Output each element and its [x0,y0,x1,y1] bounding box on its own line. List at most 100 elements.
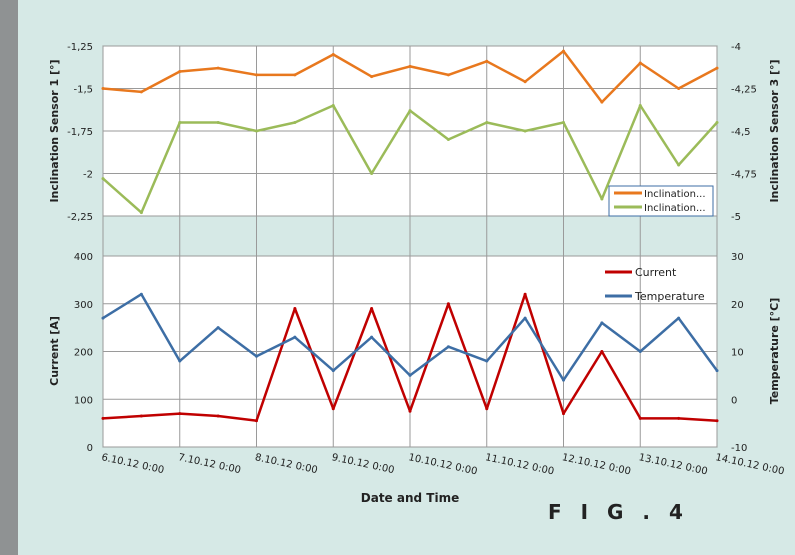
y-tick-label-right: -4,25 [731,85,757,96]
data-point [677,87,681,90]
bottom-right-axis-title: Temperature [°C] [768,298,781,405]
y-tick-label-right: -5 [731,212,741,223]
y-tick-label-right: 0 [731,395,737,406]
y-tick-label-left: 400 [74,252,93,263]
legend-label-current: Current [635,266,677,279]
x-axis-title: Date and Time [361,491,459,505]
page-edge-bar [0,0,18,555]
y-tick-label-left: 100 [74,395,93,406]
data-point [562,49,565,53]
data-point [370,172,374,175]
data-point [139,292,143,296]
y-tick-label-right: 10 [731,348,744,359]
top-legend: Inclination... Inclination... [608,185,714,217]
data-point [600,197,604,201]
data-point [101,177,105,181]
x-tick-label: 8.10.12 0:00 [254,452,319,476]
data-point [485,121,489,124]
data-point [638,61,642,65]
data-point [216,121,220,124]
data-point [408,109,412,113]
data-point [562,121,565,124]
data-point [370,307,374,311]
data-point [600,321,604,325]
data-point [446,302,450,306]
data-point [600,350,604,353]
data-point [370,335,374,339]
data-point [408,64,412,68]
data-point [600,100,604,104]
y-tick-label-left: 200 [74,348,93,359]
x-tick-label: 12.10.12 0:00 [561,452,632,477]
data-point [216,326,220,330]
data-point [523,292,527,296]
data-point [216,66,220,70]
data-point [255,73,258,77]
y-tick-label-right: -4,75 [731,170,757,181]
y-tick-label-left: -2 [83,170,93,181]
top-left-axis-title: Inclination Sensor 1 [°] [48,59,61,202]
data-point [139,90,143,94]
data-point [638,416,642,420]
y-tick-label-left: 300 [74,300,93,311]
x-tick-label: 11.10.12 0:00 [484,452,555,477]
data-point [293,335,297,339]
data-point [562,412,565,416]
y-tick-label-left: -1,25 [67,42,93,53]
data-point [446,345,450,349]
y-tick-label-right: -10 [731,443,747,454]
y-tick-label-left: -2,25 [67,212,93,223]
y-tick-label-right: 30 [731,252,744,263]
bottom-legend: Current Temperature [605,266,705,303]
data-point [255,419,258,423]
data-point [562,378,565,382]
data-point [523,80,527,84]
legend-label-inclination-3: Inclination... [644,203,706,214]
data-point [370,75,374,79]
data-point [178,359,182,363]
y-tick-label-right: -4 [731,42,741,53]
data-point [715,121,719,124]
data-point [446,138,450,141]
data-point [408,373,412,377]
data-point [139,211,143,215]
data-point [677,416,681,420]
data-point [485,407,489,411]
x-tick-label: 9.10.12 0:00 [331,452,396,476]
data-point [523,316,527,320]
data-point [677,163,681,167]
data-point [408,409,412,413]
data-point [523,129,527,133]
y-tick-label-left: -1,75 [67,127,93,138]
data-point [216,414,220,418]
y-tick-label-left: 0 [87,443,93,454]
bottom-left-axis-title: Current [A] [48,316,61,386]
data-point [255,129,258,133]
data-point [178,412,182,416]
data-point [255,354,258,358]
data-point [715,66,719,70]
data-point [101,416,105,420]
data-point [638,350,642,353]
y-tick-label-right: 20 [731,300,744,311]
x-tick-label: 14.10.12 0:00 [714,452,785,477]
data-point [178,70,182,73]
y-tick-label-left: -1,5 [73,85,93,96]
x-tick-label: 6.10.12 0:00 [100,452,165,476]
x-tick-label: 7.10.12 0:00 [177,452,242,476]
y-tick-label-right: -4,5 [731,127,751,138]
data-point [446,73,450,77]
data-point [139,414,143,418]
data-point [101,316,105,320]
x-tick-label: 13.10.12 0:00 [638,452,709,477]
data-point [715,419,719,423]
data-point [331,369,335,373]
top-right-axis-title: Inclination Sensor 3 [°] [768,59,781,202]
figure-label: F I G . 4 [548,500,689,524]
data-point [331,104,335,107]
data-point [485,59,489,63]
data-point [331,407,335,411]
data-point [293,73,297,77]
